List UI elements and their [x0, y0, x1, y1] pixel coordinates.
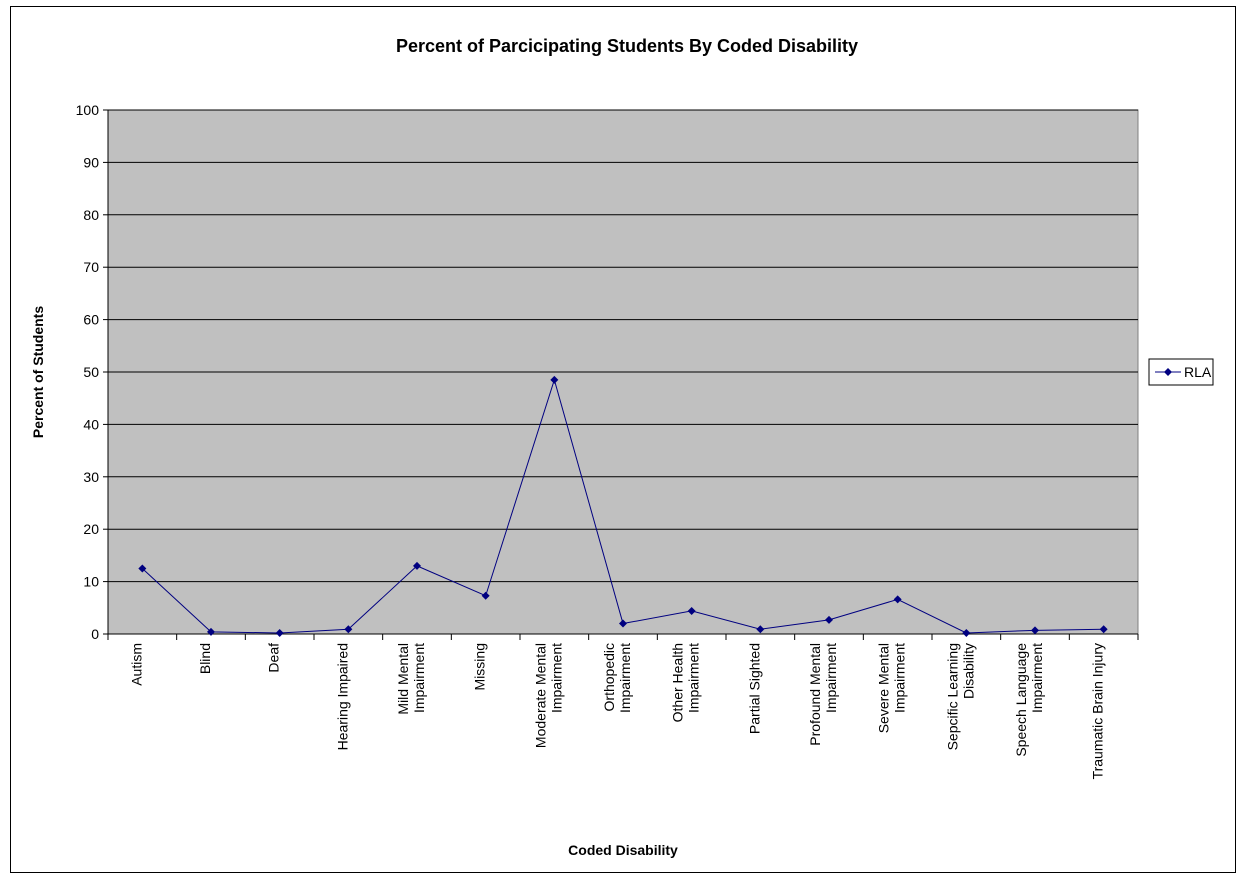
x-tick-label: Impairment: [892, 643, 908, 713]
y-tick-label: 60: [83, 312, 99, 328]
x-tick-label: Impairment: [686, 643, 702, 713]
x-tick-label-group: Autism: [128, 643, 144, 686]
x-tick-label: Missing: [472, 643, 488, 690]
x-tick-label: Traumatic Brain Injury: [1090, 643, 1106, 779]
data-point-marker: [1031, 626, 1039, 635]
x-tick-label: Mild Mental: [395, 643, 411, 715]
y-tick-label: 100: [76, 102, 100, 118]
y-tick-label: 80: [83, 207, 99, 223]
x-tick-label-group: Severe Mental Impairment: [876, 643, 908, 733]
legend-label-rla: RLA: [1184, 364, 1212, 380]
x-tick-label: Disability: [960, 643, 976, 699]
data-point-marker: [207, 627, 215, 636]
y-tick-label: 50: [83, 364, 99, 380]
x-tick-labels: Autism Blind Deaf Hearing Impaired Mild Ment…: [128, 643, 1105, 780]
chart-title: Percent of Parcicipating Students By Cod…: [396, 36, 858, 56]
y-tick-label: 10: [83, 574, 99, 590]
x-tick-label-group: Orthopedic Impairment: [601, 643, 633, 713]
series-rla: [138, 375, 1108, 637]
y-tick-label: 40: [83, 416, 99, 432]
data-point-marker: [893, 595, 902, 604]
y-tick-label: 0: [91, 626, 99, 642]
data-point-marker: [413, 561, 421, 570]
y-tick-label: 20: [83, 521, 99, 537]
gridlines: [108, 109, 1138, 583]
x-tick-label: Deaf: [266, 643, 282, 673]
x-tick-label: Sepcific Learning: [944, 643, 960, 750]
y-tick-label: 90: [83, 154, 99, 170]
data-point-marker: [344, 625, 353, 634]
legend-marker: [1164, 368, 1172, 376]
data-point-marker: [962, 628, 971, 637]
x-tick-label: Autism: [128, 643, 144, 686]
y-tick-label: 30: [83, 469, 99, 485]
x-tick-label: Speech Language: [1013, 643, 1029, 757]
x-tick-label-group: Hearing Impaired: [334, 643, 350, 750]
y-tick-label: 70: [83, 259, 99, 275]
data-point-marker: [1099, 625, 1108, 634]
x-tick-label-group: Partial Sighted: [746, 643, 762, 734]
x-tick-label: Profound Mental: [807, 643, 823, 746]
data-point-marker: [825, 615, 833, 624]
x-axis-title: Coded Disability: [568, 842, 678, 858]
data-point-marker: [756, 625, 765, 634]
x-tick-label-group: Moderate Mental Impairment: [532, 643, 564, 748]
legend: RLA: [1148, 358, 1214, 386]
x-tick-label: Impairment: [548, 643, 564, 713]
data-point-marker: [275, 628, 284, 637]
y-tick-labels: 0 10 20 30 40 50 60 70 80 90 100: [76, 102, 100, 642]
x-tick-label-group: Sepcific Learning Disability: [944, 643, 976, 750]
x-tick-label-group: Speech Language Impairment: [1013, 643, 1045, 757]
x-tick-label: Severe Mental: [876, 643, 892, 733]
x-tick-label-group: Blind: [197, 643, 213, 674]
x-tick-label: Other Health: [670, 643, 686, 722]
x-tick-label: Orthopedic: [601, 643, 617, 711]
y-axis-title: Percent of Students: [30, 306, 46, 438]
x-tick-label: Blind: [197, 643, 213, 674]
x-tick-label: Impairment: [411, 643, 427, 713]
x-tick-label-group: Other Health Impairment: [670, 643, 702, 722]
x-tick-label: Impairment: [823, 643, 839, 713]
data-point-marker: [138, 564, 147, 573]
data-point-marker: [481, 591, 490, 600]
x-tick-label: Impairment: [1029, 643, 1045, 713]
data-point-marker: [619, 619, 627, 628]
x-tick-label: Hearing Impaired: [334, 643, 350, 750]
x-tick-label-group: Missing: [472, 643, 488, 690]
data-point-marker: [550, 375, 559, 384]
x-tick-label-group: Traumatic Brain Injury: [1090, 643, 1106, 779]
x-tick-label: Partial Sighted: [746, 643, 762, 734]
data-point-marker: [687, 606, 696, 615]
x-tick-label-group: Mild Mental Impairment: [395, 643, 427, 715]
x-tick-label-group: Deaf: [266, 643, 282, 673]
x-tick-label: Moderate Mental: [532, 643, 548, 748]
x-tick-label: Impairment: [617, 643, 633, 713]
x-tick-label-group: Profound Mental Impairment: [807, 643, 839, 746]
